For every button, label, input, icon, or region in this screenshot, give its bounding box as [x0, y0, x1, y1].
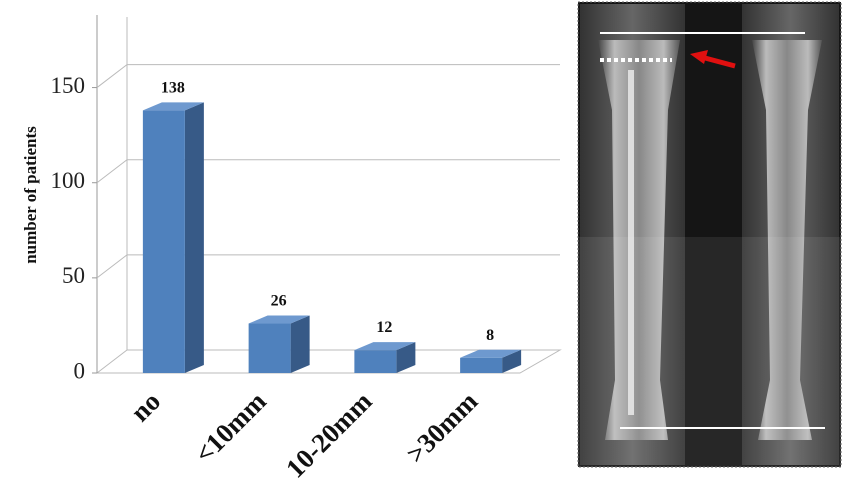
y-tick-label: 100 — [51, 168, 86, 193]
x-tick-label: <10mm — [189, 386, 272, 469]
x-tick-label: 10-20mm — [280, 386, 378, 484]
plot: 0 50 100 150 no 138 <10mm 26 10-20mm 12 >30mm 8 — [51, 15, 562, 484]
bar-side — [184, 102, 204, 374]
bar-top — [354, 342, 416, 351]
x-tick-label: no — [125, 386, 166, 427]
grid-line — [96, 64, 560, 88]
bar-side — [502, 349, 522, 373]
y-axis-label: number of patients — [21, 126, 40, 264]
value-label: 26 — [271, 293, 287, 310]
grid-line — [96, 159, 560, 184]
y-tick-label: 50 — [62, 263, 85, 288]
bar — [248, 323, 291, 373]
bar — [142, 110, 185, 374]
bar-top — [460, 349, 522, 358]
y-tick-label: 0 — [74, 358, 86, 383]
bar-side — [396, 342, 416, 373]
value-label: 8 — [486, 327, 494, 344]
bar-side — [290, 315, 310, 373]
bar — [460, 357, 503, 373]
value-label: 138 — [161, 79, 185, 96]
value-label: 12 — [376, 319, 392, 336]
x-tick-label: >30mm — [400, 386, 483, 469]
grid-line — [96, 254, 560, 279]
y-tick-label: 150 — [51, 73, 86, 98]
xray-image — [577, 1, 842, 468]
bar-top — [248, 315, 310, 324]
bar-top — [142, 102, 204, 111]
bar — [354, 350, 397, 373]
